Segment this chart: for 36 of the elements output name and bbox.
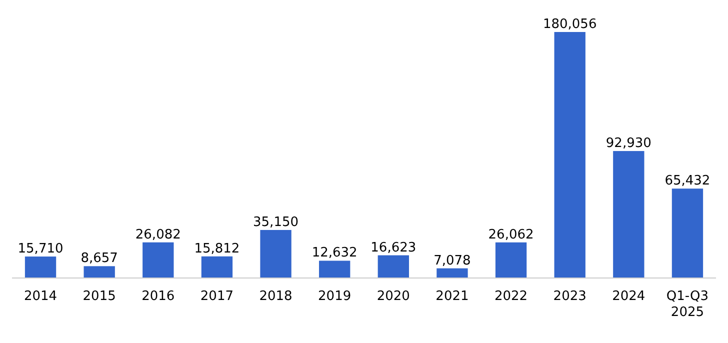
data-label: 15,710 (18, 242, 64, 257)
bar (24, 256, 56, 278)
bar (672, 188, 704, 278)
data-label: 92,930 (606, 136, 652, 152)
x-tick-label: 2015 (82, 289, 116, 304)
x-tick-label: 2023 (553, 289, 586, 304)
x-tick-label: 2014 (24, 289, 58, 304)
x-tick-label: 2022 (494, 289, 528, 304)
data-label: 65,432 (664, 174, 710, 189)
data-label: 26,082 (135, 227, 181, 242)
bar (613, 151, 644, 278)
x-tick-label: 2019 (318, 289, 352, 304)
x-tick-label: 2020 (376, 289, 410, 304)
data-label: 35,150 (253, 214, 299, 230)
x-tick-label: 2024 (612, 289, 646, 304)
x-tick-label: 2018 (259, 289, 292, 304)
data-label: 7,078 (434, 253, 471, 268)
bar (436, 268, 468, 278)
x-tick-label: 2016 (142, 289, 175, 304)
bar (495, 242, 527, 278)
data-label: 15,812 (194, 241, 240, 256)
x-tick-label: 2021 (436, 289, 469, 304)
bar (201, 256, 233, 278)
x-tick-label: 2017 (200, 289, 234, 304)
bar (84, 266, 115, 278)
bar (378, 255, 409, 278)
data-label: 26,062 (488, 227, 534, 242)
bar (260, 230, 292, 278)
data-label: 180,056 (542, 17, 597, 32)
data-label: 16,623 (370, 240, 416, 256)
bar (319, 260, 350, 278)
x-tick-label: Q1-Q3 2025 (666, 289, 709, 320)
data-label: 8,657 (80, 251, 118, 266)
data-label: 12,632 (312, 246, 358, 261)
bar (142, 242, 174, 278)
bar (554, 32, 586, 278)
